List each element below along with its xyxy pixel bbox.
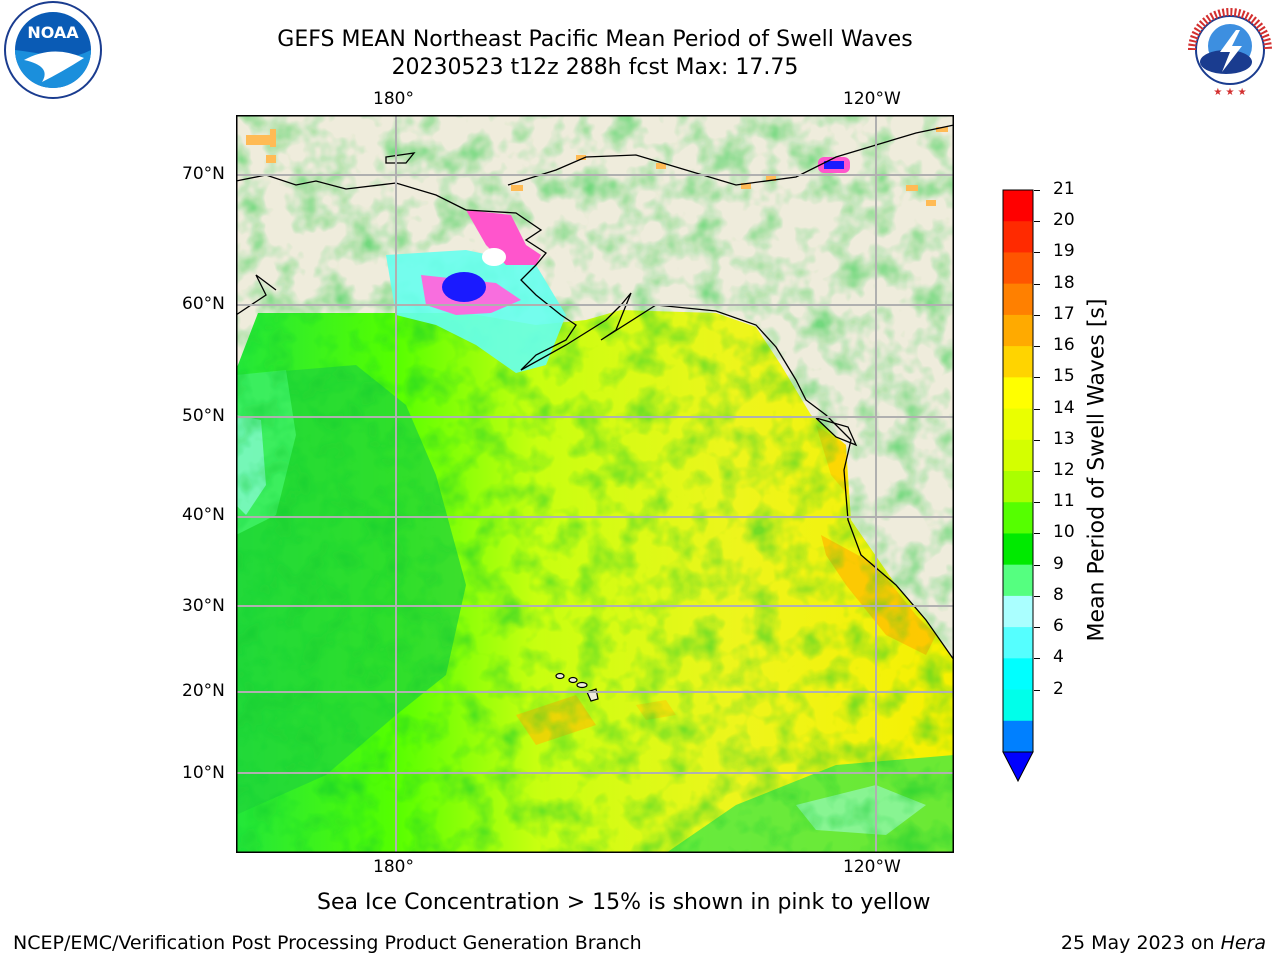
colorbar-tick-mark xyxy=(1034,595,1040,597)
svg-text:★ ★ ★: ★ ★ ★ xyxy=(1213,87,1246,98)
colorbar-swatch xyxy=(1003,689,1033,722)
colorbar-tick-mark xyxy=(1034,314,1040,316)
colorbar-tick-label: 8 xyxy=(1053,584,1064,605)
colorbar-tick-mark xyxy=(1034,564,1040,566)
colorbar-swatch xyxy=(1003,346,1033,378)
colorbar-tick-label: 15 xyxy=(1053,366,1075,387)
lon-label-top-180: 180° xyxy=(373,89,414,109)
colorbar-tick-mark xyxy=(1034,627,1040,629)
colorbar xyxy=(1002,188,1034,783)
lat-label-30n: 30°N xyxy=(182,596,225,616)
colorbar-tick-label: 12 xyxy=(1053,460,1075,480)
lat-label-40n: 40°N xyxy=(182,505,225,525)
swell-period-map xyxy=(236,115,954,853)
coastlines xyxy=(236,124,954,661)
colorbar-swatch xyxy=(1003,502,1033,534)
colorbar-extend-arrow xyxy=(1002,751,1034,783)
lon-label-bottom-120w: 120°W xyxy=(843,857,901,877)
colorbar-swatch xyxy=(1003,471,1033,503)
colorbar-swatch xyxy=(1003,377,1033,410)
colorbar-swatch xyxy=(1003,533,1033,566)
colorbar-tick-label: 9 xyxy=(1053,553,1064,574)
lat-label-20n: 20°N xyxy=(182,681,225,701)
lat-label-50n: 50°N xyxy=(182,406,225,426)
colorbar-tick-label: 4 xyxy=(1053,647,1064,668)
colorbar-tick-label: 10 xyxy=(1053,522,1075,543)
colorbar-swatch xyxy=(1003,314,1033,347)
colorbar-tick-label: 21 xyxy=(1053,179,1075,199)
colorbar-tick-mark xyxy=(1034,377,1040,379)
colorbar-swatch xyxy=(1003,627,1033,659)
map-panel xyxy=(236,115,954,853)
colorbar-tick-mark xyxy=(1034,502,1040,504)
colorbar-swatch xyxy=(1003,595,1033,628)
hawaiian-islands xyxy=(555,672,599,702)
colorbar-swatch xyxy=(1003,283,1033,316)
nws-logo: ★ ★ ★ xyxy=(1180,0,1280,100)
colorbar-swatch xyxy=(1003,252,1033,285)
colorbar-tick-label: 11 xyxy=(1053,491,1075,512)
colorbar-swatch xyxy=(1003,564,1033,597)
colorbar-tick-mark xyxy=(1034,221,1040,223)
nws-logo-icon: ★ ★ ★ xyxy=(1183,3,1277,98)
graticule xyxy=(236,115,954,853)
map-title-line2: 20230523 t12z 288h fcst Max: 17.75 xyxy=(391,55,799,80)
colorbar-swatches xyxy=(1002,189,1034,783)
noaa-logo: NOAA xyxy=(2,0,104,100)
sea-ice-caption: Sea Ice Concentration > 15% is shown in … xyxy=(317,890,931,915)
footer-date: 25 May 2023 on Hera xyxy=(1061,932,1266,954)
colorbar-swatch xyxy=(1003,439,1033,472)
colorbar-tick-label: 20 xyxy=(1053,210,1075,231)
colorbar-tick-mark xyxy=(1034,408,1040,410)
colorbar-tick-mark xyxy=(1034,283,1040,285)
footer-host: Hera xyxy=(1220,932,1266,954)
noaa-logo-text: NOAA xyxy=(27,23,79,42)
colorbar-swatch xyxy=(1003,221,1033,253)
lat-label-70n: 70°N xyxy=(182,164,225,184)
colorbar-swatch xyxy=(1003,658,1033,691)
lon-label-top-120w: 120°W xyxy=(843,89,901,109)
colorbar-tick-label: 2 xyxy=(1053,678,1064,699)
colorbar-swatch xyxy=(1003,408,1033,441)
colorbar-swatch xyxy=(1003,720,1033,753)
colorbar-tick-mark xyxy=(1034,439,1040,441)
colorbar-title: Mean Period of Swell Waves [s] xyxy=(1084,298,1110,642)
footer-credit: NCEP/EMC/Verification Post Processing Pr… xyxy=(13,932,642,954)
colorbar-tick-label: 16 xyxy=(1053,335,1075,356)
colorbar-tick-mark xyxy=(1034,346,1040,348)
colorbar-swatch xyxy=(1003,190,1033,222)
colorbar-tick-label: 18 xyxy=(1053,272,1075,293)
colorbar-tick-mark xyxy=(1034,252,1040,254)
lat-label-60n: 60°N xyxy=(182,294,225,314)
map-title-line1: GEFS MEAN Northeast Pacific Mean Period … xyxy=(277,27,913,52)
colorbar-tick-mark xyxy=(1034,471,1040,472)
colorbar-tick-label: 6 xyxy=(1053,616,1064,637)
colorbar-tick-label: 17 xyxy=(1053,303,1075,324)
lat-label-10n: 10°N xyxy=(182,763,225,783)
colorbar-tick-mark xyxy=(1034,689,1040,691)
lon-label-bottom-180: 180° xyxy=(373,857,414,877)
colorbar-tick-mark xyxy=(1034,533,1040,535)
colorbar-tick-mark xyxy=(1034,658,1040,660)
colorbar-tick-label: 13 xyxy=(1053,428,1075,449)
colorbar-tick-mark xyxy=(1034,190,1040,191)
footer-date-text: 25 May 2023 on xyxy=(1060,932,1221,954)
colorbar-tick-label: 19 xyxy=(1053,241,1075,262)
noaa-logo-icon: NOAA xyxy=(4,1,102,99)
colorbar-tick-label: 14 xyxy=(1053,397,1075,418)
